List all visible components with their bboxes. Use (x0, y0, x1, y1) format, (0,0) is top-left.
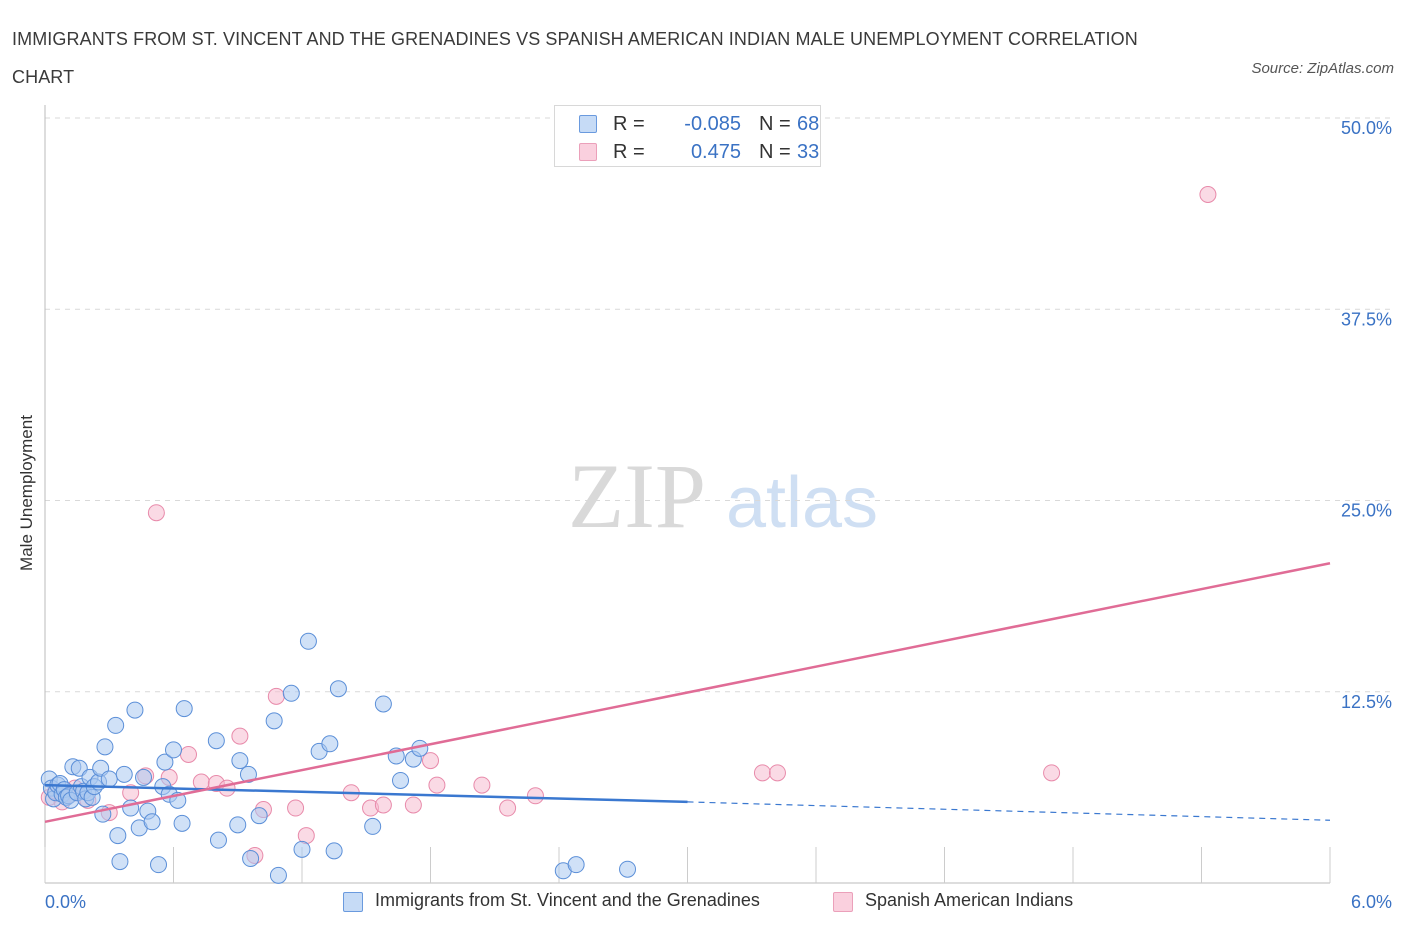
data-point-spanish-american-indian (428, 776, 446, 794)
data-point-spanish-american-indian (526, 787, 544, 805)
y-tick-label: 50.0% (1341, 118, 1392, 138)
source-label: Source: ZipAtlas.com (1251, 60, 1394, 77)
data-point-immigrants (96, 738, 114, 756)
chart-title: IMMIGRANTS FROM ST. VINCENT AND THE GREN… (12, 29, 1138, 87)
data-point-immigrants (364, 817, 382, 835)
data-point-spanish-american-indian (1199, 186, 1217, 203)
data-point-spanish-american-indian (473, 776, 491, 794)
data-point-immigrants (135, 768, 153, 786)
gridlines (45, 117, 1395, 693)
data-point-immigrants (156, 753, 174, 771)
bottom-legend-swatch-pink (833, 892, 853, 912)
data-point-immigrants (392, 771, 410, 789)
data-point-immigrants (175, 700, 193, 718)
data-point-immigrants (321, 735, 339, 753)
data-point-immigrants (100, 770, 118, 788)
bottom-legend-swatch-blue (343, 892, 363, 912)
data-point-immigrants (293, 840, 311, 858)
zipatlas-watermark: ZIP atlas (568, 445, 878, 547)
data-point-immigrants (109, 827, 127, 845)
data-point-immigrants (265, 712, 283, 730)
data-point-spanish-american-indian (192, 773, 210, 791)
data-point-spanish-american-indian (753, 764, 771, 782)
data-point-immigrants (107, 716, 125, 734)
data-point-immigrants (242, 850, 260, 868)
data-point-immigrants (143, 813, 161, 831)
data-point-immigrants (111, 853, 129, 871)
y-tick-label: 12.5% (1341, 692, 1392, 712)
data-point-immigrants (250, 807, 268, 825)
data-point-immigrants (299, 632, 317, 650)
trend-line-spanish-american-indians (44, 562, 1331, 824)
data-point-spanish-american-indian (231, 727, 249, 745)
legend-n-label: N = (759, 113, 791, 135)
legend-r-label: R = (613, 113, 645, 135)
legend-n-label: N = (759, 141, 791, 163)
bottom-legend-label-blue: Immigrants from St. Vincent and the Gren… (375, 890, 760, 910)
data-point-immigrants (115, 765, 133, 783)
data-point-immigrants (231, 752, 249, 770)
watermark-zip: ZIP (568, 445, 706, 547)
data-point-spanish-american-indian (768, 764, 786, 782)
data-point-spanish-american-indian (147, 504, 165, 522)
trend-line-immigrants (44, 783, 688, 804)
data-point-immigrants (126, 701, 144, 719)
data-point-immigrants (282, 684, 300, 702)
correlation-legend: R = -0.085 N = 68 R = 0.475 N = 33 (554, 105, 821, 167)
y-tick-label: 37.5% (1341, 309, 1392, 329)
data-point-immigrants (619, 860, 637, 878)
y-axis-label: Male Unemployment (17, 415, 36, 571)
tick-labels: 12.5% 25.0% 37.5% 50.0% 0.0% 6.0% (45, 118, 1392, 912)
data-point-immigrants (209, 831, 227, 849)
x-tick-label: 0.0% (45, 892, 86, 912)
data-point-immigrants (229, 816, 247, 834)
y-tick-label: 25.0% (1341, 501, 1392, 521)
data-point-spanish-american-indian (218, 779, 236, 797)
data-point-immigrants (173, 814, 191, 832)
data-point-spanish-american-indian (179, 745, 197, 763)
data-point-spanish-american-indian (374, 796, 392, 814)
data-point-immigrants (269, 866, 287, 884)
data-point-spanish-american-indian (1043, 764, 1061, 782)
series-immigrants-st-vincent (40, 632, 637, 884)
data-point-spanish-american-indian (267, 687, 285, 705)
trend-line-immigrants-extrapolated (687, 801, 1331, 821)
data-point-immigrants (325, 842, 343, 860)
data-point-spanish-american-indian (404, 796, 422, 814)
bottom-legend-label-pink: Spanish American Indians (865, 890, 1074, 910)
legend-n-value-blue: 68 (797, 113, 820, 135)
data-point-immigrants (329, 680, 347, 698)
data-point-immigrants (150, 856, 168, 874)
trend-lines (44, 562, 1331, 824)
data-point-immigrants (239, 765, 257, 783)
legend-r-value-blue: -0.085 (684, 113, 741, 135)
legend-swatch-pink (579, 143, 597, 161)
x-tick-label: 6.0% (1351, 892, 1392, 912)
legend-r-value-pink: 0.475 (690, 141, 741, 163)
data-point-immigrants (374, 695, 392, 713)
data-point-spanish-american-indian (422, 752, 439, 770)
legend-n-value-pink: 33 (797, 141, 820, 163)
legend-r-label: R = (613, 141, 645, 163)
watermark-atlas: atlas (726, 463, 878, 543)
legend-swatch-blue (579, 115, 597, 133)
data-point-immigrants (567, 856, 585, 874)
data-point-immigrants (207, 732, 225, 750)
data-point-immigrants (165, 741, 182, 759)
data-point-spanish-american-indian (499, 799, 517, 817)
data-point-spanish-american-indian (287, 799, 305, 817)
